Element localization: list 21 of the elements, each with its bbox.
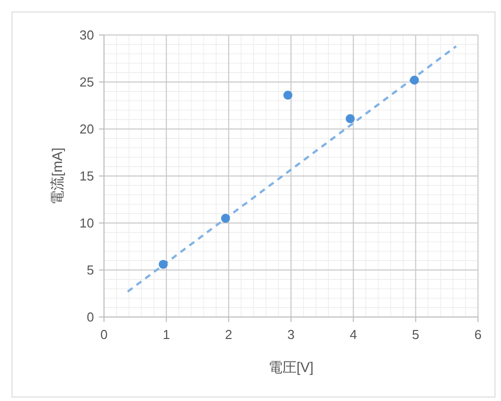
y-tick-label: 30 bbox=[80, 28, 94, 42]
x-tick-label: 2 bbox=[225, 327, 232, 342]
x-tick-label: 5 bbox=[412, 327, 420, 342]
x-tick-label: 3 bbox=[287, 327, 295, 342]
x-tick-label: 0 bbox=[100, 327, 108, 342]
point bbox=[410, 76, 419, 85]
x-tick-label: 4 bbox=[350, 327, 357, 342]
x-axis-title: 電圧[V] bbox=[268, 359, 314, 375]
point bbox=[221, 214, 230, 223]
y-tick-label: 5 bbox=[86, 262, 94, 278]
y-tick-label: 25 bbox=[80, 74, 94, 90]
x-tick-label: 1 bbox=[162, 327, 170, 342]
y-axis-title: 電流[mA] bbox=[49, 148, 65, 204]
y-tick-label: 10 bbox=[80, 216, 94, 230]
y-tick-label: 0 bbox=[86, 310, 94, 324]
point bbox=[346, 114, 355, 124]
x-tick-label: 6 bbox=[474, 327, 482, 342]
y-tick-label: 15 bbox=[80, 168, 94, 184]
y-tick-label: 20 bbox=[80, 122, 94, 136]
point bbox=[158, 260, 168, 269]
point bbox=[283, 90, 292, 100]
